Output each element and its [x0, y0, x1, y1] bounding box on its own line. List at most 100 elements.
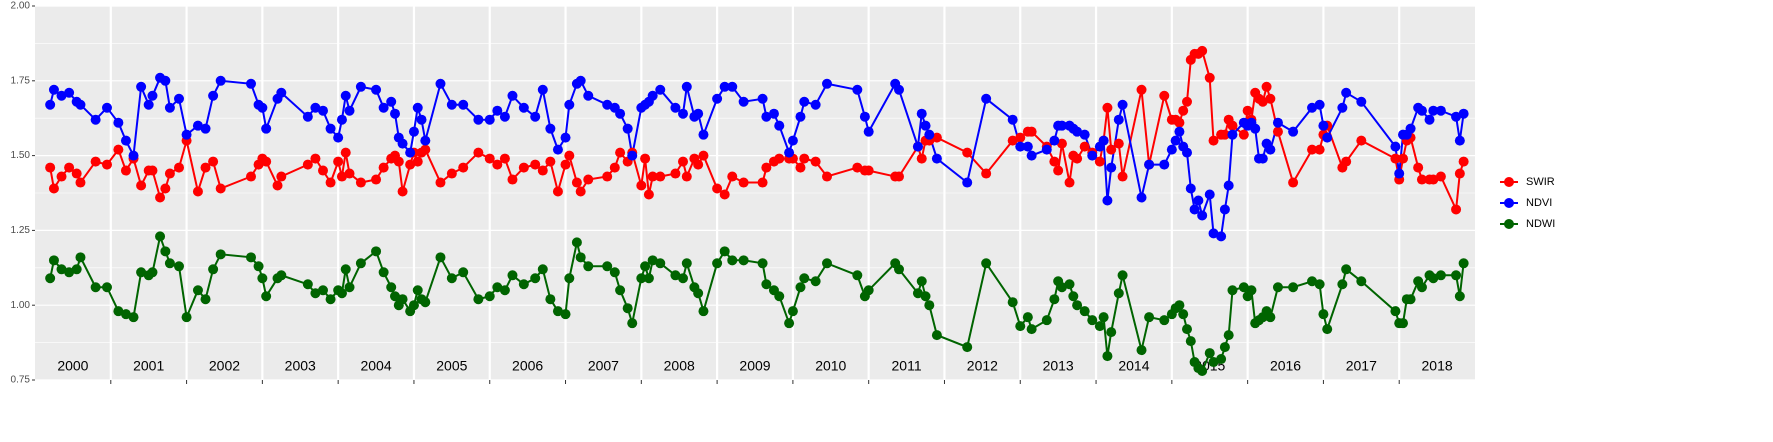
data-point [102, 102, 112, 113]
year-label: 2011 [892, 358, 922, 374]
data-point [1337, 102, 1348, 113]
data-point [647, 90, 658, 101]
data-point [1182, 324, 1192, 335]
data-point [1041, 315, 1052, 326]
data-point [136, 267, 147, 278]
data-point [246, 78, 256, 89]
data-point [412, 156, 423, 167]
data-point [863, 285, 874, 296]
data-point [863, 165, 874, 176]
data-point [1356, 276, 1367, 287]
data-point [530, 111, 541, 122]
data-point [738, 96, 749, 107]
data-point [1223, 330, 1234, 341]
data-point [136, 81, 147, 92]
data-point [698, 129, 709, 140]
y-tick-label: 1.00 [11, 300, 31, 311]
data-point [1227, 129, 1238, 140]
data-point [583, 90, 594, 101]
data-point [1390, 153, 1401, 164]
data-point [924, 300, 935, 311]
data-point [371, 84, 382, 95]
data-point [405, 159, 416, 170]
data-point [192, 186, 203, 197]
data-point [499, 285, 510, 296]
legend-key-point [1504, 198, 1514, 208]
data-point [1174, 126, 1185, 137]
data-point [1307, 276, 1318, 287]
data-point [1216, 231, 1227, 242]
data-point [545, 294, 556, 305]
data-point [64, 87, 75, 98]
data-point [564, 273, 575, 284]
data-point [113, 117, 124, 128]
y-tick-label: 1.75 [11, 75, 31, 86]
data-point [518, 102, 529, 113]
data-point [371, 246, 382, 257]
data-point [393, 156, 404, 167]
data-point [272, 180, 283, 191]
data-point [693, 288, 704, 299]
data-point [738, 255, 749, 266]
data-point [302, 279, 313, 290]
data-point [712, 183, 723, 194]
data-point [302, 111, 313, 122]
data-point [1435, 105, 1446, 116]
data-point [560, 132, 571, 143]
data-point [45, 99, 56, 110]
legend-key-point [1504, 177, 1514, 187]
data-point [473, 114, 484, 125]
data-point [852, 84, 863, 95]
data-point [693, 159, 704, 170]
data-point [435, 177, 446, 188]
data-point [75, 252, 86, 263]
data-point [1113, 288, 1124, 299]
data-point [1072, 126, 1083, 137]
data-point [761, 162, 772, 173]
data-point [1216, 354, 1227, 365]
data-point [1341, 87, 1352, 98]
data-point [71, 168, 82, 179]
data-point [120, 309, 131, 320]
data-point [822, 171, 832, 182]
data-point [45, 162, 56, 173]
year-label: 2017 [1346, 358, 1377, 374]
data-point [1204, 72, 1215, 83]
data-point [1117, 171, 1128, 182]
data-point [1064, 177, 1075, 188]
legend-label: NDWI [1526, 218, 1555, 230]
data-point [1159, 90, 1170, 101]
data-point [670, 102, 681, 113]
data-point [1204, 189, 1215, 200]
data-point [712, 93, 723, 104]
data-point [670, 270, 681, 281]
data-point [727, 81, 738, 92]
data-point [1185, 183, 1196, 194]
data-point [325, 123, 336, 134]
data-point [822, 78, 832, 89]
data-point [1144, 312, 1155, 323]
data-point [916, 153, 927, 164]
data-point [1144, 159, 1155, 170]
data-point [1318, 120, 1329, 131]
data-point [344, 168, 355, 179]
data-point [1079, 129, 1090, 140]
data-point [1056, 120, 1067, 131]
data-point [246, 252, 256, 263]
data-point [1106, 327, 1117, 338]
data-point [1428, 273, 1439, 284]
data-point [120, 165, 131, 176]
data-point [390, 108, 400, 119]
data-point [1053, 165, 1064, 176]
data-point [1102, 102, 1113, 113]
data-point [1079, 306, 1090, 317]
data-point [681, 258, 692, 269]
data-point [609, 162, 620, 173]
data-point [325, 294, 336, 305]
data-point [155, 231, 166, 242]
data-point [670, 168, 681, 179]
data-point [416, 114, 427, 125]
data-point [1451, 204, 1462, 215]
year-label: 2012 [967, 358, 998, 374]
